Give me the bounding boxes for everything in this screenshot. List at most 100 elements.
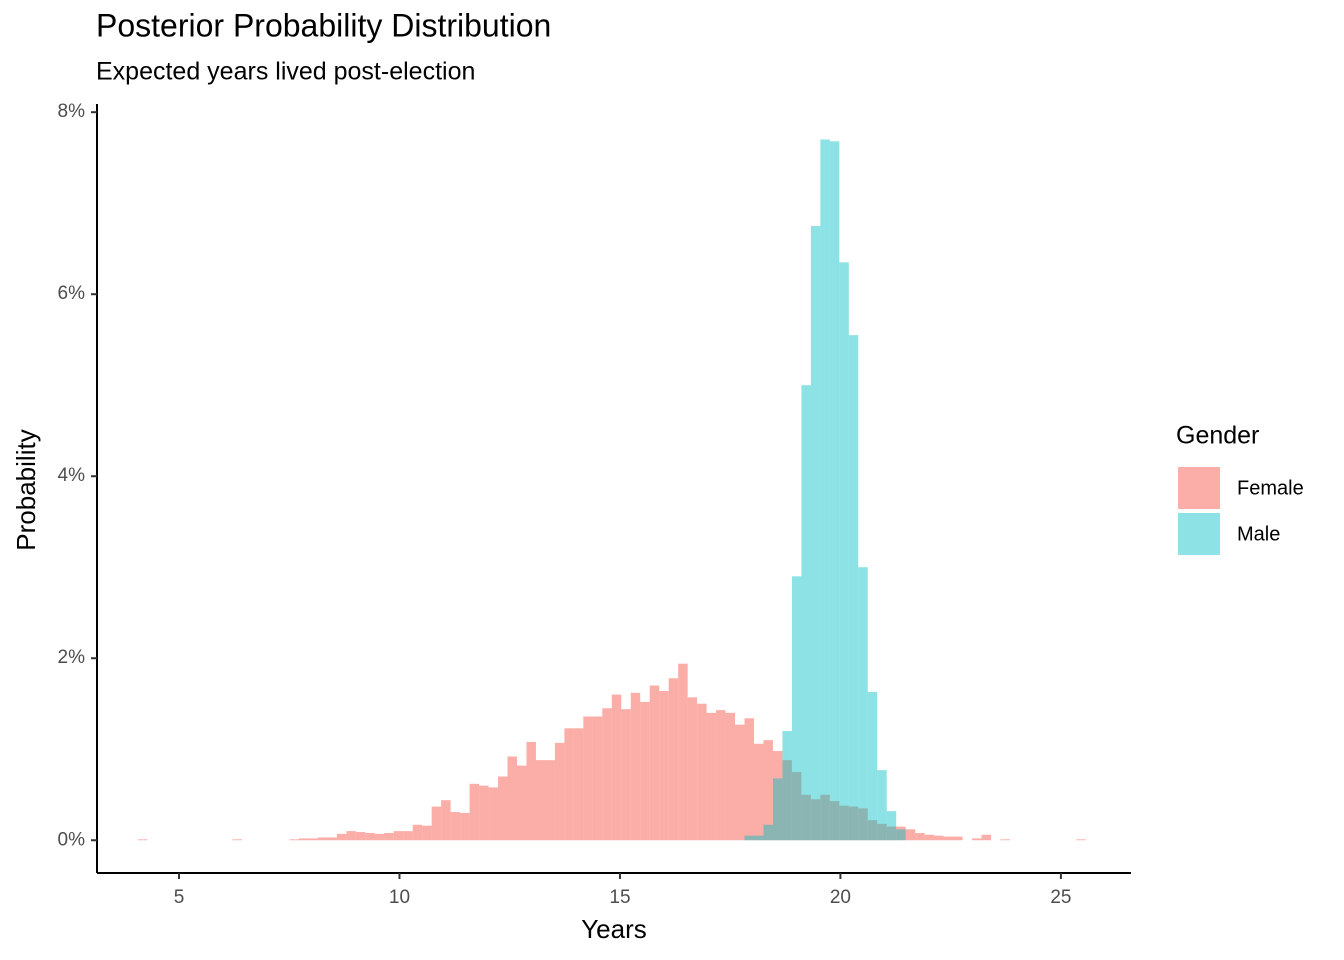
histogram-bar [621, 709, 631, 841]
x-tick-label: 25 [1050, 887, 1071, 908]
y-tick-label: 0% [58, 829, 86, 850]
histogram-bar [763, 740, 773, 841]
histogram-bar [829, 801, 840, 841]
histogram-bar [441, 800, 451, 841]
histogram-bar [516, 765, 527, 841]
histogram-bar [848, 335, 859, 841]
histogram-bar [374, 833, 385, 841]
histogram-bar [867, 820, 878, 841]
histogram-bar [659, 690, 669, 841]
histogram-bar [308, 838, 318, 841]
histogram-bar [886, 811, 897, 841]
histogram-bar [829, 141, 840, 841]
histogram-bar [839, 805, 849, 841]
histogram-bar [611, 694, 622, 841]
histogram-bar [810, 225, 821, 841]
histogram-bar [810, 799, 821, 841]
histogram-bar [564, 728, 574, 841]
x-tick-label: 10 [389, 887, 410, 908]
legend-label: Female [1237, 477, 1304, 499]
histogram-bar [858, 808, 868, 841]
histogram-bar [924, 834, 935, 841]
histogram-bar [649, 685, 660, 841]
histogram-bar [355, 832, 366, 841]
histogram-bar [554, 742, 565, 841]
histogram-bar [298, 838, 309, 841]
histogram-bar [801, 794, 811, 841]
histogram-bar [336, 833, 347, 841]
histogram-bar [583, 716, 593, 841]
histogram-bar [460, 812, 470, 841]
histogram-bar [365, 832, 375, 841]
y-tick-label: 6% [58, 283, 86, 304]
histogram-bar [972, 838, 982, 841]
histogram-bar [1000, 839, 1010, 841]
histogram-bar [744, 835, 754, 841]
legend-title: Gender [1176, 422, 1259, 450]
histogram-bar [772, 778, 783, 841]
histogram-bar [981, 834, 992, 841]
histogram-bar [289, 839, 299, 841]
chart-subtitle: Expected years lived post-election [96, 58, 475, 86]
x-tick-label: 5 [174, 887, 185, 908]
histogram-bar [896, 826, 906, 841]
histogram-bar [782, 731, 792, 841]
histogram-bar [943, 836, 954, 841]
histogram-bar [412, 824, 423, 841]
histogram-bar [687, 697, 698, 841]
histogram-bar [753, 743, 764, 841]
histogram-bar [384, 832, 394, 841]
histogram-bar [630, 692, 641, 841]
histogram-bar [431, 806, 442, 841]
histogram-bar [934, 835, 944, 841]
histogram-bar [1076, 839, 1086, 841]
histogram-bar [735, 724, 745, 841]
histogram-bar [706, 712, 717, 841]
histogram-bar [602, 708, 612, 841]
y-tick-label: 8% [58, 101, 86, 122]
histogram-bar [820, 139, 830, 841]
chart-title: Posterior Probability Distribution [96, 7, 551, 43]
legend-key [1178, 513, 1220, 555]
histogram-bar [697, 703, 707, 841]
histogram-bar [763, 824, 773, 841]
histogram-bar [422, 825, 432, 841]
histogram-bar [450, 812, 461, 841]
histogram-bar [801, 385, 811, 841]
histogram-bar [535, 760, 546, 841]
histogram-bar [137, 839, 148, 841]
histogram-bar [545, 760, 555, 841]
legend-key [1178, 467, 1220, 509]
histogram-bar [469, 783, 480, 841]
histogram-bar [905, 829, 916, 841]
x-tick-label: 15 [609, 887, 630, 908]
histogram-bar [791, 576, 802, 841]
legend-label: Male [1237, 523, 1280, 545]
histogram-bar [896, 829, 906, 841]
histogram-bar [479, 785, 489, 841]
histogram-bar [820, 794, 830, 841]
histogram-bar [668, 678, 679, 841]
histogram-bar [488, 787, 499, 841]
histogram-bar [744, 718, 754, 841]
histogram-bar [393, 831, 404, 841]
histogram-bar [640, 701, 650, 841]
histogram-bar [877, 823, 887, 841]
histogram-bar [678, 663, 688, 841]
histogram-bar [782, 760, 792, 841]
histogram-bar [772, 751, 783, 841]
histogram-bar [526, 741, 536, 841]
histogram-bar [858, 567, 868, 841]
histogram-bar [953, 836, 963, 841]
histogram-bar [848, 806, 859, 841]
histogram-bar [867, 691, 878, 841]
y-tick-label: 2% [58, 647, 86, 668]
histogram-bar [915, 832, 925, 841]
histogram-bar [346, 831, 356, 841]
histogram-bar [498, 776, 508, 841]
histogram-bar [839, 262, 849, 841]
y-tick-label: 4% [58, 465, 86, 486]
histogram-bar [403, 831, 413, 841]
x-tick-label: 20 [830, 887, 851, 908]
